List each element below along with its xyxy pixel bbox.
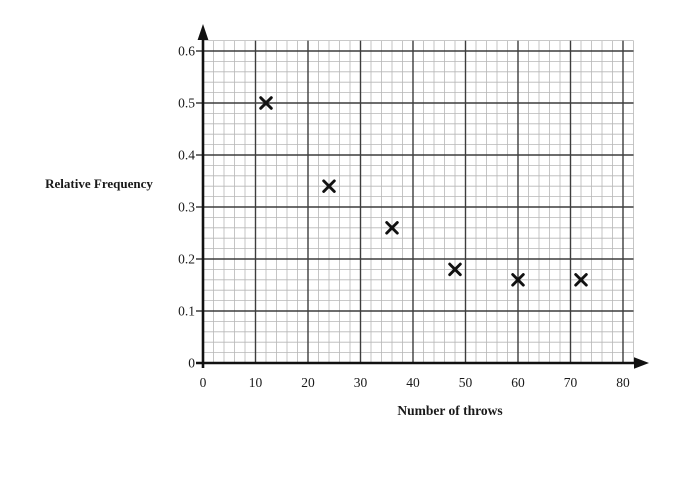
y-tick-label: 0.4	[178, 148, 195, 163]
x-tick-label: 50	[459, 375, 473, 390]
data-point-marker	[448, 262, 462, 277]
x-tick-label: 30	[354, 375, 368, 390]
data-point-marker	[259, 96, 273, 110]
y-tick-label: 0.3	[178, 200, 195, 215]
y-tick-label: 0.5	[178, 96, 195, 111]
marker-stroke	[448, 262, 462, 277]
marker-stroke	[511, 273, 525, 287]
x-tick-label: 0	[200, 375, 207, 390]
data-point-marker	[385, 221, 399, 235]
tick-labels: 0 0.1 0.2 0.3 0.4 0.5 0.6 0 10 20 30 40 50 60 70 80	[178, 44, 630, 391]
x-tick-label: 20	[301, 375, 315, 390]
y-axis-arrow-icon	[197, 24, 209, 40]
grid-minor	[202, 40, 634, 364]
x-tick-label: 80	[616, 375, 630, 390]
axes	[196, 24, 649, 369]
marker-stroke	[322, 179, 336, 193]
data-point-marker	[322, 179, 336, 193]
x-tick-label: 10	[249, 375, 263, 390]
x-tick-label: 70	[564, 375, 578, 390]
data-point-marker	[574, 273, 588, 287]
y-tick-label: 0.2	[178, 252, 195, 267]
x-tick-label: 60	[511, 375, 525, 390]
data-point-marker	[511, 273, 525, 287]
y-tick-label: 0.1	[178, 304, 195, 319]
data-points	[259, 96, 588, 287]
x-axis-title: Number of throws	[397, 403, 503, 418]
marker-stroke	[574, 273, 588, 287]
y-axis-title: Relative Frequency	[45, 176, 153, 191]
x-axis-arrow-icon	[634, 357, 649, 369]
grid-major	[196, 40, 634, 363]
y-tick-label: 0.6	[178, 44, 195, 59]
marker-stroke	[259, 96, 273, 110]
x-tick-label: 40	[406, 375, 420, 390]
y-tick-label: 0	[188, 356, 195, 371]
marker-stroke	[385, 221, 399, 235]
